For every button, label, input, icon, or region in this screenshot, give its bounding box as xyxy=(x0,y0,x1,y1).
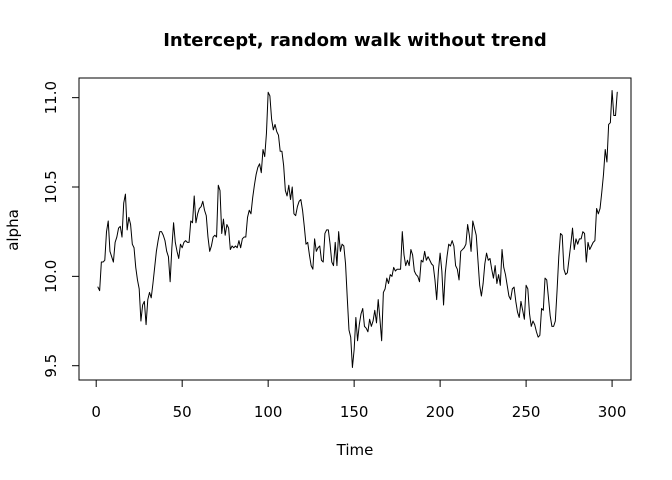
x-tick-label: 250 xyxy=(512,403,541,421)
x-tick-label: 50 xyxy=(173,403,192,421)
y-tick-label: 11.0 xyxy=(42,81,60,114)
y-tick-label: 10.5 xyxy=(42,170,60,203)
x-axis-label: Time xyxy=(336,441,374,459)
series-line xyxy=(97,90,618,368)
y-axis-label: alpha xyxy=(4,209,22,251)
x-tick-label: 300 xyxy=(598,403,627,421)
y-axis-ticks: 9.5 10.0 10.5 11.0 xyxy=(42,81,79,378)
y-tick-label: 9.5 xyxy=(42,354,60,378)
y-tick-label: 10.0 xyxy=(42,260,60,293)
x-axis-ticks: 0 50 100 150 200 250 300 xyxy=(91,380,626,421)
chart-title: Intercept, random walk without trend xyxy=(163,30,547,51)
x-tick-label: 0 xyxy=(91,403,101,421)
x-tick-label: 100 xyxy=(254,403,283,421)
x-tick-label: 150 xyxy=(340,403,369,421)
series-layer xyxy=(97,90,618,368)
x-tick-label: 200 xyxy=(426,403,455,421)
